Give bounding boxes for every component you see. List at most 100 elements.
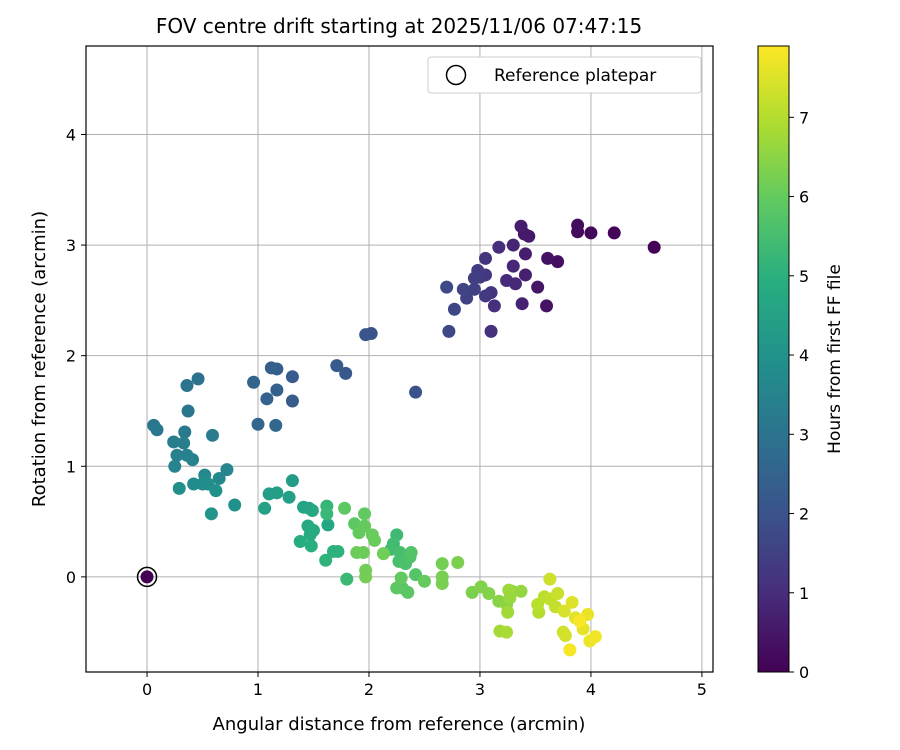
y-tick-label: 3	[66, 236, 76, 255]
x-tick-label: 0	[142, 680, 152, 699]
data-point	[191, 372, 205, 386]
data-point	[167, 435, 181, 449]
data-point	[409, 385, 423, 399]
data-point	[390, 581, 404, 595]
data-point	[204, 507, 218, 521]
legend-label: Reference platepar	[494, 66, 656, 86]
data-point	[305, 504, 319, 518]
data-point	[320, 507, 334, 521]
data-point	[607, 226, 621, 240]
data-point	[401, 585, 415, 599]
y-tick-label: 0	[66, 568, 76, 587]
colorbar-tick-label: 6	[799, 188, 809, 207]
data-point	[376, 547, 390, 561]
data-point	[251, 417, 265, 431]
colorbar: 0 1 2 3 4 5 6 7 Hours from first FF file	[757, 45, 845, 682]
data-point	[177, 436, 191, 450]
x-tick-label: 4	[586, 680, 596, 699]
x-tick-label: 1	[253, 680, 263, 699]
data-point	[479, 289, 493, 303]
data-point	[181, 404, 195, 418]
reference-marker	[136, 566, 158, 588]
data-point	[186, 453, 200, 467]
colorbar-tick-label: 3	[799, 425, 809, 444]
data-point	[270, 486, 284, 500]
legend-box	[427, 56, 702, 94]
data-point	[447, 302, 461, 316]
data-point	[282, 490, 296, 504]
data-point	[258, 501, 272, 515]
data-point	[573, 614, 587, 628]
colorbar-tick-label: 7	[799, 108, 809, 127]
colorbar-ticks: 0 1 2 3 4 5 6 7	[789, 108, 809, 682]
colorbar-label: Hours from first FF file	[825, 264, 845, 454]
data-point	[247, 375, 261, 389]
data-point	[394, 571, 408, 585]
data-point	[260, 392, 274, 406]
x-tick-label: 5	[697, 680, 707, 699]
data-point	[319, 553, 333, 567]
y-tick-label: 1	[66, 457, 76, 476]
data-point	[558, 629, 572, 643]
data-point	[330, 359, 344, 373]
data-point	[479, 251, 493, 265]
data-point	[359, 328, 373, 342]
data-point	[584, 226, 598, 240]
x-tick-label: 2	[364, 680, 374, 699]
data-point	[358, 507, 372, 521]
data-point	[293, 534, 307, 548]
data-point	[170, 448, 184, 462]
data-point	[168, 459, 182, 473]
data-point	[467, 271, 481, 285]
data-point	[531, 280, 545, 294]
data-point	[178, 425, 192, 439]
data-point	[206, 428, 220, 442]
data-point	[551, 255, 565, 269]
grid-lines	[86, 46, 713, 672]
chart-title: FOV centre drift starting at 2025/11/06 …	[156, 14, 642, 38]
data-point	[435, 577, 449, 591]
x-tick-label: 3	[475, 680, 485, 699]
y-axis-ticks: 0 1 2 3 4	[66, 125, 86, 587]
data-point	[551, 586, 565, 600]
data-point	[180, 379, 194, 393]
x-axis-label: Angular distance from reference (arcmin)	[213, 714, 586, 735]
data-point	[285, 370, 299, 384]
data-point	[541, 251, 555, 265]
data-point	[359, 570, 373, 584]
data-point	[303, 528, 317, 542]
data-point	[522, 229, 536, 243]
data-point	[172, 481, 186, 495]
data-point	[543, 572, 557, 586]
data-point	[500, 273, 514, 287]
data-point	[456, 282, 470, 296]
data-point	[487, 299, 501, 313]
colorbar-tick-label: 0	[799, 663, 809, 682]
colorbar-tick-label: 4	[799, 346, 809, 365]
data-point	[404, 546, 418, 560]
data-point	[518, 247, 532, 261]
data-point	[518, 268, 532, 282]
data-point	[451, 556, 465, 570]
data-point	[515, 297, 529, 311]
y-tick-label: 4	[66, 125, 76, 144]
legend-marker-icon	[445, 64, 467, 86]
data-point	[492, 240, 506, 254]
data-point	[338, 501, 352, 515]
data-point	[563, 643, 577, 657]
colorbar-tick-label: 2	[799, 505, 809, 524]
data-point	[352, 526, 366, 540]
data-point	[409, 568, 423, 582]
data-point	[270, 383, 284, 397]
data-point	[435, 557, 449, 571]
data-point	[285, 474, 299, 488]
data-point	[647, 240, 661, 254]
data-points	[140, 218, 661, 657]
data-point	[514, 584, 528, 598]
data-point	[209, 484, 223, 498]
data-point	[264, 361, 278, 375]
colorbar-gradient	[757, 45, 790, 673]
data-point	[331, 544, 345, 558]
data-point	[285, 394, 299, 408]
